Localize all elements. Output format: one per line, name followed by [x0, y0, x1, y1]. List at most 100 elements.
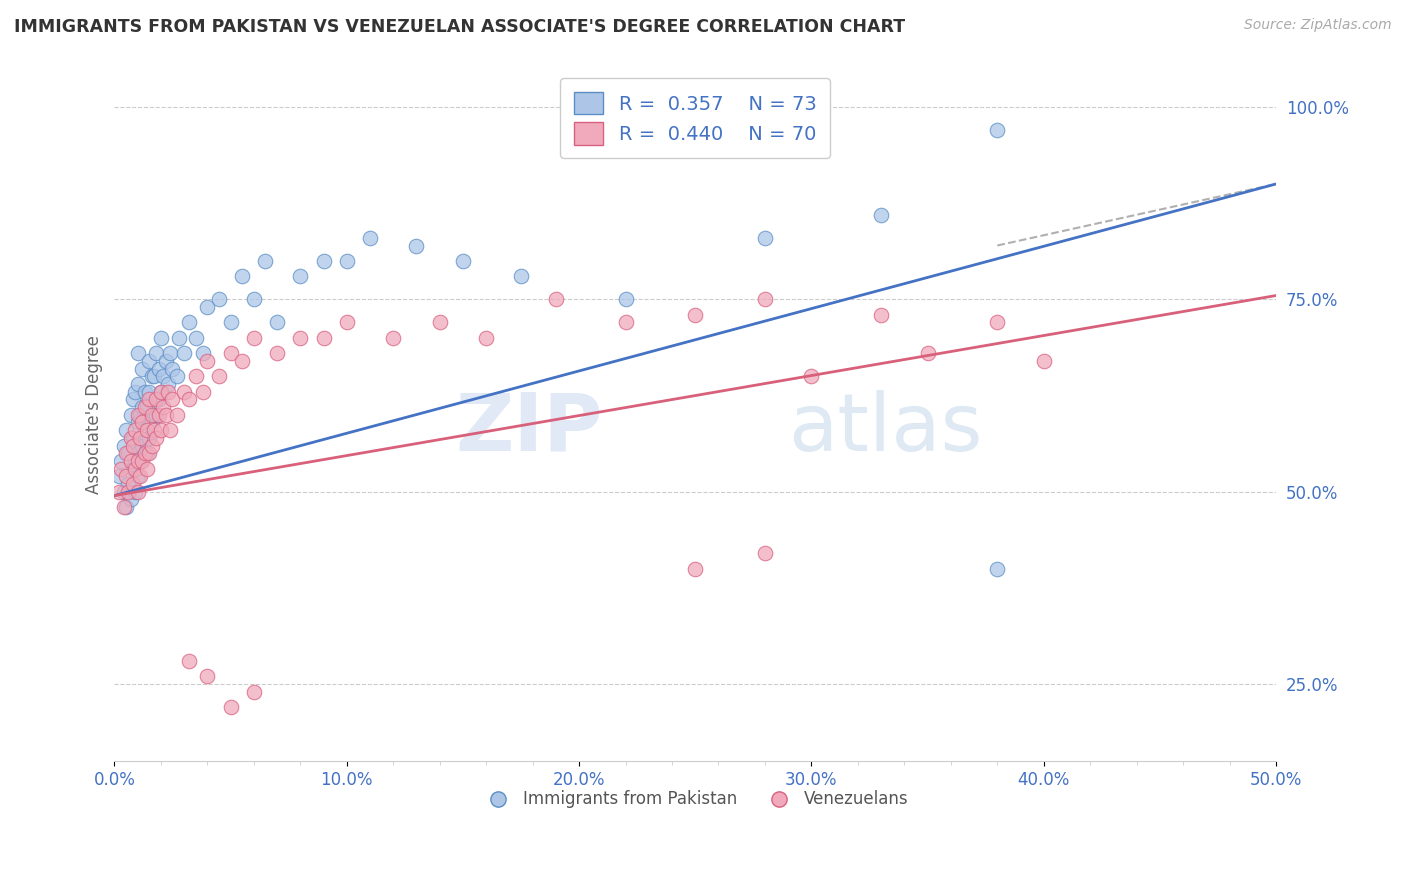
Point — [208, 369, 231, 384]
Point — [266, 315, 288, 329]
Point — [754, 293, 776, 307]
Point — [122, 439, 145, 453]
Point — [870, 208, 893, 222]
Point — [544, 293, 567, 307]
Point — [138, 431, 160, 445]
Point — [219, 315, 242, 329]
Point — [134, 423, 156, 437]
Point — [136, 400, 159, 414]
Point — [122, 461, 145, 475]
Point — [127, 408, 149, 422]
Point — [127, 377, 149, 392]
Point — [155, 408, 177, 422]
Point — [195, 354, 218, 368]
Point — [243, 293, 266, 307]
Point — [127, 484, 149, 499]
Point — [191, 346, 214, 360]
Point — [184, 369, 207, 384]
Legend: Immigrants from Pakistan, Venezuelans: Immigrants from Pakistan, Venezuelans — [475, 784, 915, 815]
Point — [124, 484, 146, 499]
Point — [219, 700, 242, 714]
Point — [754, 546, 776, 560]
Point — [184, 331, 207, 345]
Point — [231, 269, 253, 284]
Point — [405, 238, 427, 252]
Text: ZIP: ZIP — [456, 390, 602, 467]
Text: IMMIGRANTS FROM PAKISTAN VS VENEZUELAN ASSOCIATE'S DEGREE CORRELATION CHART: IMMIGRANTS FROM PAKISTAN VS VENEZUELAN A… — [14, 18, 905, 36]
Point — [129, 408, 152, 422]
Point — [219, 346, 242, 360]
Point — [127, 416, 149, 430]
Point — [124, 439, 146, 453]
Point — [475, 331, 498, 345]
Point — [149, 331, 172, 345]
Point — [243, 685, 266, 699]
Point — [136, 446, 159, 460]
Point — [115, 500, 138, 515]
Point — [614, 293, 637, 307]
Point — [112, 484, 135, 499]
Point — [129, 431, 152, 445]
Point — [127, 446, 149, 460]
Point — [110, 461, 132, 475]
Point — [166, 369, 188, 384]
Point — [141, 408, 163, 422]
Point — [152, 400, 174, 414]
Point — [127, 469, 149, 483]
Point — [120, 431, 142, 445]
Point — [115, 469, 138, 483]
Point — [122, 431, 145, 445]
Point — [243, 331, 266, 345]
Point — [142, 408, 165, 422]
Point — [141, 416, 163, 430]
Point — [917, 346, 939, 360]
Point — [136, 461, 159, 475]
Point — [122, 477, 145, 491]
Point — [156, 384, 179, 399]
Point — [145, 346, 167, 360]
Point — [195, 669, 218, 683]
Point — [191, 384, 214, 399]
Point — [986, 315, 1008, 329]
Point — [127, 346, 149, 360]
Point — [266, 346, 288, 360]
Point — [451, 253, 474, 268]
Point — [336, 315, 359, 329]
Point — [290, 331, 312, 345]
Point — [124, 461, 146, 475]
Point — [127, 454, 149, 468]
Point — [138, 392, 160, 407]
Point — [177, 392, 200, 407]
Point — [115, 446, 138, 460]
Point — [110, 454, 132, 468]
Point — [145, 408, 167, 422]
Point — [108, 469, 131, 483]
Point — [208, 293, 231, 307]
Point — [129, 454, 152, 468]
Point — [429, 315, 451, 329]
Point — [162, 392, 184, 407]
Point — [177, 315, 200, 329]
Point — [131, 439, 153, 453]
Point — [117, 484, 139, 499]
Point — [312, 253, 335, 268]
Point — [141, 439, 163, 453]
Point — [254, 253, 277, 268]
Point — [754, 231, 776, 245]
Point — [986, 123, 1008, 137]
Point — [148, 392, 170, 407]
Point — [986, 562, 1008, 576]
Point — [173, 346, 195, 360]
Point — [1032, 354, 1054, 368]
Point — [166, 408, 188, 422]
Point — [149, 384, 172, 399]
Point — [120, 492, 142, 507]
Point — [336, 253, 359, 268]
Point — [131, 400, 153, 414]
Point — [169, 331, 191, 345]
Point — [159, 423, 181, 437]
Text: Source: ZipAtlas.com: Source: ZipAtlas.com — [1244, 18, 1392, 32]
Point — [312, 331, 335, 345]
Point — [142, 369, 165, 384]
Point — [510, 269, 533, 284]
